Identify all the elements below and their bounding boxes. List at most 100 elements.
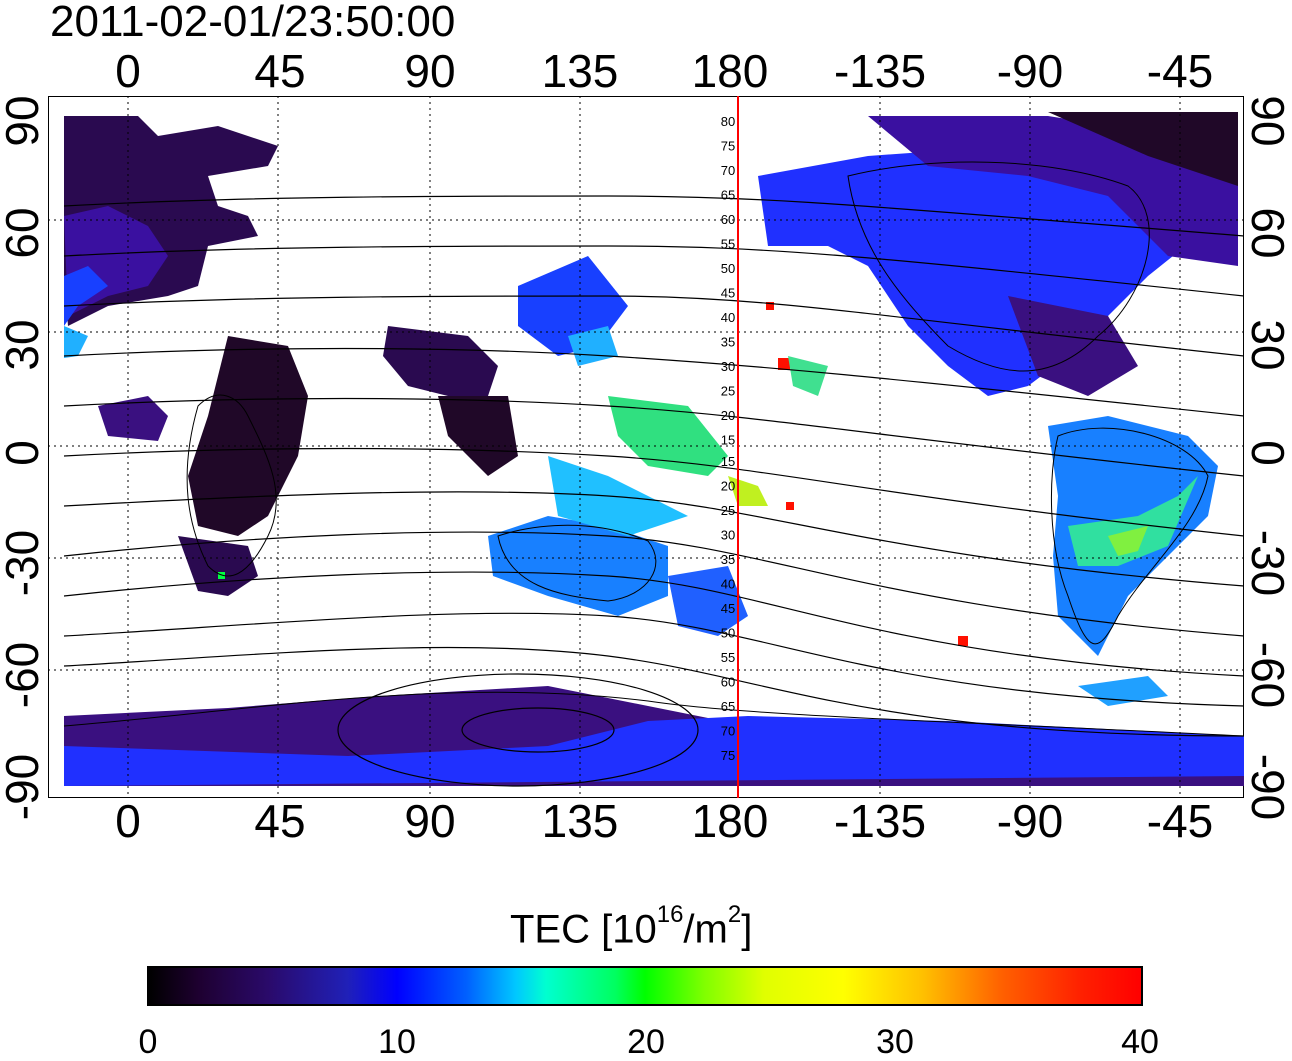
tec-region-nz: [668, 566, 748, 636]
lat-tick-right-m90: -90: [1242, 753, 1292, 821]
contour-label: 50: [721, 626, 735, 641]
lat-tick-right-0: 0: [1242, 440, 1292, 466]
tec-region-europe-lightblue: [64, 266, 108, 326]
tec-region-south-asia: [383, 326, 498, 396]
tec-region-sa-green: [1068, 476, 1198, 566]
contour-label: 30: [721, 359, 735, 374]
tec-spot-africa-green: [218, 572, 225, 579]
contour-label: 60: [721, 675, 735, 690]
contour-label: 55: [721, 650, 735, 665]
contour-label: 25: [721, 503, 735, 518]
contour-line: [63, 397, 1244, 477]
tec-region-se-asia: [438, 396, 518, 476]
tec-region-africa-west: [98, 396, 168, 441]
contour-label: 80: [721, 114, 735, 129]
colorbar-title-exponent: 16: [656, 901, 684, 928]
contour-label: 65: [721, 699, 735, 714]
lat-tick-right-m30: -30: [1242, 529, 1292, 597]
lat-tick-left-m90: -90: [0, 753, 48, 821]
contour-label: 15: [721, 454, 735, 469]
colorbar-title-unit: /m: [683, 907, 728, 952]
colorbar-title-end: ]: [741, 907, 753, 952]
lon-tick-top-135: 135: [541, 45, 619, 97]
map-timestamp-title: 2011-02-01/23:50:00: [50, 0, 456, 46]
lat-tick-right-m60: -60: [1242, 641, 1292, 709]
contour-label: 20: [721, 408, 735, 423]
contour-line: [63, 491, 1244, 587]
contour-label: 35: [721, 552, 735, 567]
lat-tick-left-90: 90: [0, 95, 48, 147]
lon-tick-top-m135: -135: [833, 45, 927, 97]
contour-label: 15: [721, 433, 735, 448]
contour-line: [63, 646, 1244, 737]
lon-tick-top-45: 45: [254, 45, 306, 97]
lon-tick-bottom-180: 180: [691, 795, 769, 847]
contour-label: 40: [721, 310, 735, 325]
contour-line: [63, 295, 1244, 357]
lon-tick-bottom-135: 135: [541, 795, 619, 847]
lat-tick-left-m60: -60: [0, 641, 48, 709]
tec-spot-pacific-red-3: [766, 302, 774, 310]
coastline-africa: [186, 394, 277, 577]
lon-tick-bottom-45: 45: [254, 795, 306, 847]
tec-region-europe-cyan: [64, 326, 88, 358]
colorbar-title-main: TEC [10: [510, 907, 657, 952]
lon-tick-top-180: 180: [691, 45, 769, 97]
contour-line: [63, 447, 1244, 537]
lon-tick-bottom-0: 0: [115, 795, 141, 847]
lon-tick-top-0: 0: [115, 45, 141, 97]
contour-line: [63, 531, 1244, 637]
colorbar-tick-30: 30: [876, 1023, 914, 1061]
colorbar-tick-40: 40: [1121, 1023, 1159, 1061]
contour-label: 45: [721, 286, 735, 301]
coastline-south-america: [1050, 427, 1209, 645]
tec-region-australia: [488, 516, 668, 616]
magnetic-contours: [63, 195, 1244, 787]
tec-region-usa-purple: [1008, 296, 1138, 396]
contour-line: [63, 245, 1244, 297]
colorbar-title: TEC [1016/m2]: [510, 898, 752, 952]
contour-line: [63, 195, 1244, 237]
contour-south-pole-inner: [461, 707, 615, 753]
colorbar-tick-10: 10: [378, 1023, 416, 1061]
contour-label: 25: [721, 384, 735, 399]
lat-tick-right-60: 60: [1242, 207, 1292, 259]
contour-label: 45: [721, 601, 735, 616]
contour-labels: 80 75 70 65 60 55 50 45 40 35 30 25 20 15 15 20 25 30 35 40…: [721, 114, 735, 763]
lon-tick-top-90: 90: [404, 45, 456, 97]
contour-label: 40: [721, 577, 735, 592]
lon-tick-top-m45: -45: [1146, 45, 1214, 97]
colorbar-tick-0: 0: [138, 1023, 158, 1061]
contour-label: 50: [721, 261, 735, 276]
contour-label: 20: [721, 479, 735, 494]
contour-line: [63, 571, 1244, 677]
contour-line: [63, 347, 1244, 417]
tec-region-pacific-cyan: [548, 456, 688, 536]
tec-region-arctic-na: [1048, 112, 1238, 186]
lat-tick-right-30: 30: [1242, 319, 1292, 371]
colorbar: [147, 966, 1143, 1006]
contour-label: 75: [721, 139, 735, 154]
lon-tick-bottom-m90: -90: [996, 795, 1064, 847]
tec-spot-sa-red: [958, 636, 968, 646]
lon-tick-bottom-90: 90: [404, 795, 456, 847]
coastline-north-america: [847, 161, 1150, 372]
contour-label: 75: [721, 748, 735, 763]
contour-south-pole-outer: [337, 673, 699, 787]
tec-spot-pacific-red-2: [786, 502, 794, 510]
contour-label: 55: [721, 237, 735, 252]
tec-spot-pacific-red-1: [778, 358, 790, 370]
contour-line: [63, 612, 1244, 707]
lon-tick-bottom-m135: -135: [833, 795, 927, 847]
contour-label: 70: [721, 163, 735, 178]
tec-region-sa-yellowgreen: [1108, 526, 1148, 556]
coastline-antarctica: [63, 691, 1244, 737]
tec-map-svg: 80 75 70 65 60 55 50 45 40 35 30 25 20 15 15 20 25 30 35 40…: [48, 96, 1244, 798]
contour-label: 65: [721, 188, 735, 203]
lat-tick-left-60: 60: [0, 207, 48, 259]
tec-region-pacific-green: [608, 396, 728, 476]
lon-tick-top-m90: -90: [996, 45, 1064, 97]
lat-tick-left-m30: -30: [0, 529, 48, 597]
lon-tick-bottom-m45: -45: [1146, 795, 1214, 847]
tec-region-antarctica-blue: [64, 716, 1244, 786]
